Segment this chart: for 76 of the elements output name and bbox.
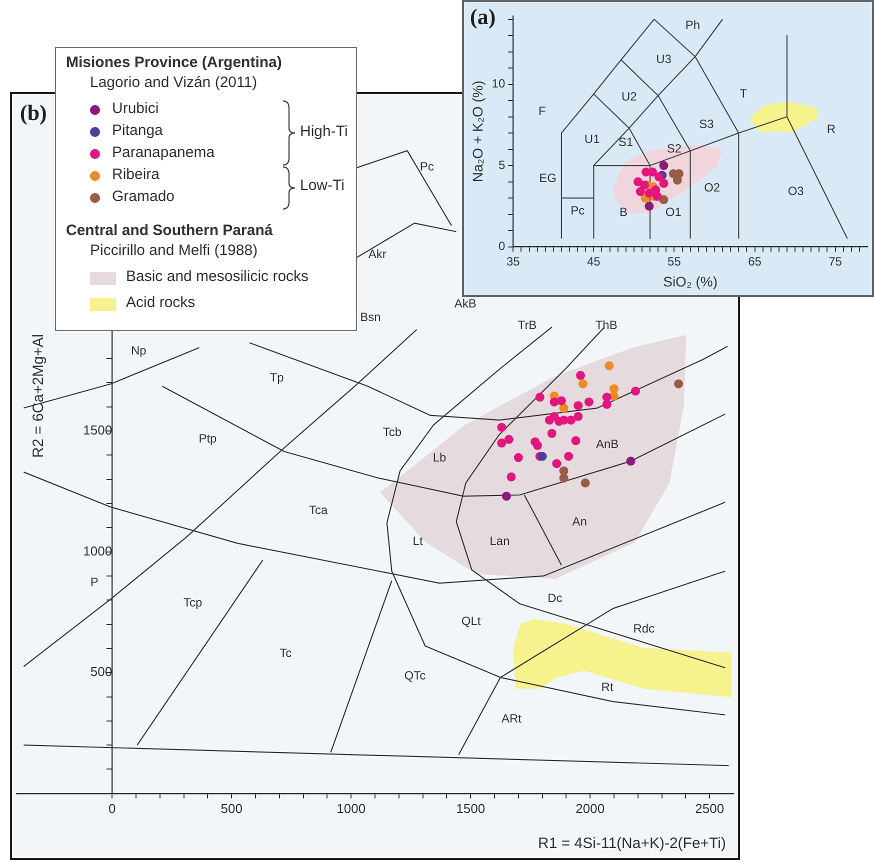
legend-label: Acid rocks	[126, 294, 196, 311]
y-tick-label: 500	[90, 664, 112, 680]
chart-title: (a)	[470, 4, 496, 30]
y-tick-label: 0	[498, 239, 506, 254]
annotation: P	[90, 575, 98, 590]
annotation: Tp	[270, 370, 284, 384]
annotation: Lan	[490, 534, 510, 548]
annotation: U1	[584, 132, 600, 146]
annotation: Pc	[420, 159, 434, 174]
legend-label: Paranapanema	[112, 144, 215, 161]
annotation: QTc	[404, 668, 426, 683]
legend-label: Pitanga	[112, 122, 163, 139]
annotation: O2	[704, 180, 720, 195]
annotation: S3	[699, 117, 714, 132]
legend-label: Basic and mesosilicic rocks	[126, 268, 309, 285]
y-tick-label: 1500	[83, 422, 112, 438]
annotation: QLt	[461, 614, 482, 628]
annotation: Central and Southern Paraná	[66, 222, 273, 239]
x-tick-label: 2000	[576, 800, 605, 816]
x-axis-title: R1 = 4Si-11(Na+K)-2(Fe+Ti)	[538, 835, 726, 852]
y-tick-label: 5	[498, 158, 506, 172]
x-tick-label: 1500	[456, 800, 486, 816]
annotation: U3	[656, 52, 672, 66]
annotation: High-Ti	[300, 123, 348, 140]
annotation: ThB	[595, 318, 618, 332]
annotation: AnB	[596, 436, 619, 451]
annotation: Akr	[368, 246, 386, 261]
annotation: Lb	[432, 450, 447, 464]
annotation: Np	[130, 344, 147, 358]
annotation: Tcp	[184, 596, 203, 610]
annotation: EG	[539, 170, 556, 185]
annotation: Tc	[280, 646, 292, 660]
annotation: U2	[621, 90, 638, 104]
annotation: Ph	[685, 18, 700, 32]
x-axis-title: SiO₂ (%)	[663, 273, 718, 290]
annotation: ARt	[501, 711, 522, 726]
legend-label: Ribeira	[112, 166, 160, 183]
annotation: Tca	[309, 503, 328, 518]
annotation: Tcb	[382, 424, 402, 439]
annotation: O3	[788, 184, 804, 198]
annotation: B	[619, 204, 628, 219]
annotation: TrB	[518, 318, 537, 332]
x-tick-label: 75	[828, 254, 842, 268]
y-tick-label: 10	[492, 76, 506, 91]
legend-title: Misiones Province (Argentina)	[66, 54, 282, 71]
annotation: T	[740, 86, 748, 100]
annotation: Bsn	[360, 310, 381, 324]
annotation: S2	[666, 142, 682, 156]
x-tick-label: 500	[220, 800, 242, 816]
annotation: Low-Ti	[300, 177, 344, 194]
annotation: AkB	[454, 296, 476, 310]
annotation: Rdc	[633, 621, 655, 636]
y-axis-title: Na₂O + K₂O (%)	[469, 80, 486, 182]
x-tick-label: 55	[668, 254, 682, 268]
annotation: Lt	[412, 534, 424, 548]
x-tick-label: 2500	[695, 800, 724, 816]
legend-label: Urubici	[112, 100, 159, 117]
annotation: Ptp	[198, 432, 218, 446]
annotation: Piccirillo and Melfi (1988)	[90, 242, 258, 259]
x-tick-label: 45	[587, 254, 601, 268]
annotation: S1	[618, 135, 634, 150]
annotation: Pc	[570, 203, 585, 218]
annotation: O1	[665, 204, 682, 219]
annotation: R	[826, 122, 836, 136]
annotation: An	[572, 514, 587, 529]
x-tick-label: 35	[506, 254, 520, 268]
y-axis-title: R2 = 6Ca+2Mg+Al	[30, 334, 47, 458]
chart-title: (b)	[20, 100, 47, 126]
annotation: Dc	[548, 591, 562, 606]
y-tick-label: 1000	[83, 543, 112, 558]
x-tick-label: 65	[748, 254, 762, 268]
annotation: Rt	[601, 680, 614, 694]
legend-label: Gramado	[112, 188, 175, 205]
x-tick-label: 1000	[336, 800, 366, 816]
text: Lagorio and Vizán (2011)	[90, 74, 258, 91]
annotation: F	[538, 104, 546, 118]
